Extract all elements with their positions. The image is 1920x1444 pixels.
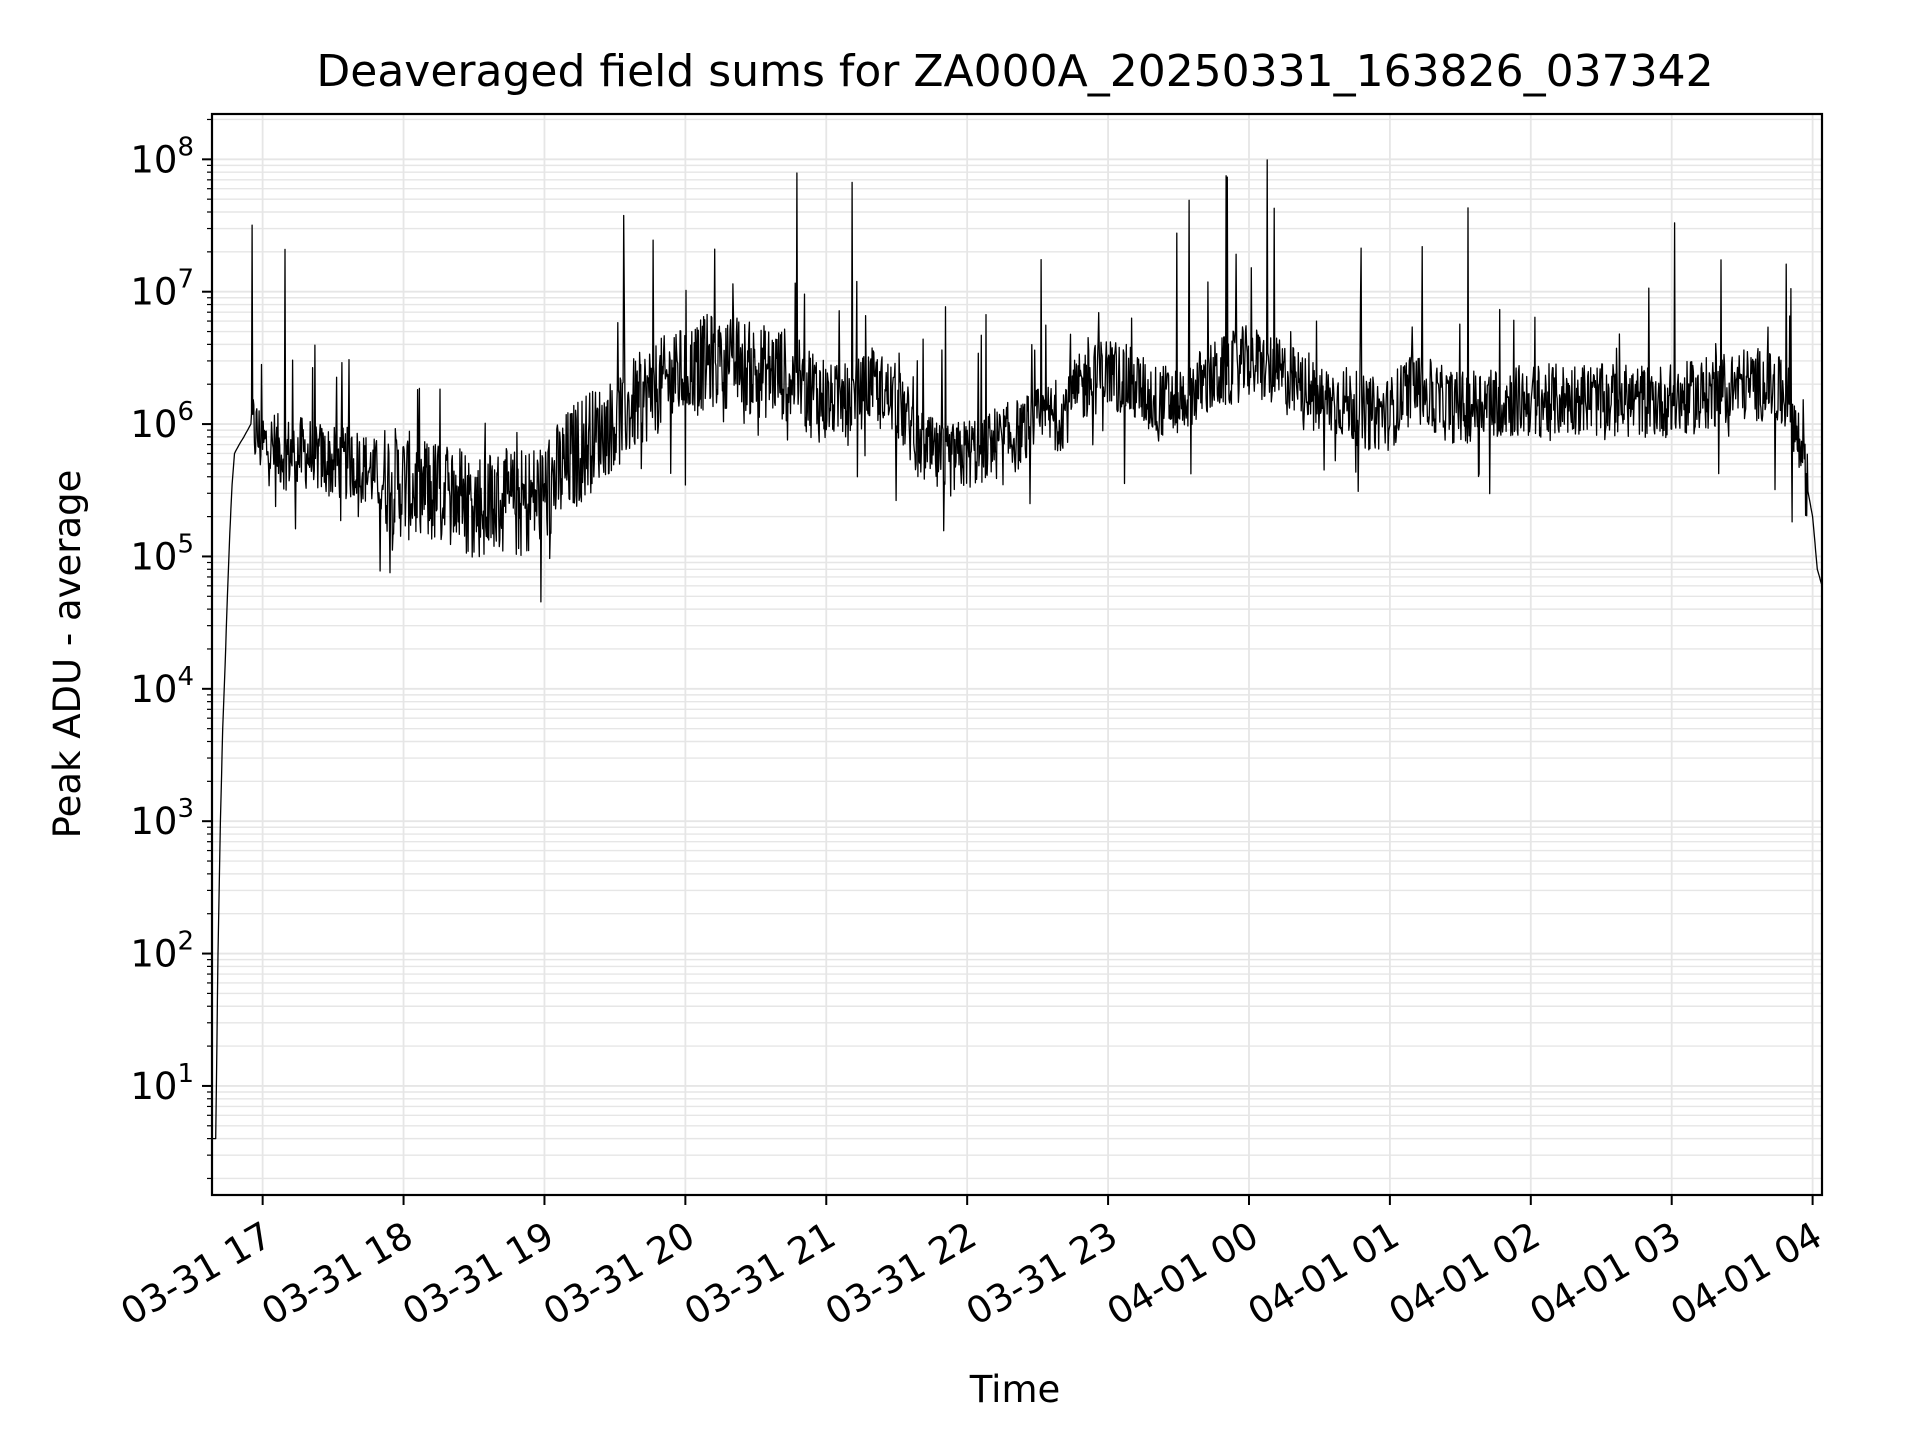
y-tick-label: 102 (130, 927, 194, 976)
x-axis-label: Time (969, 1368, 1061, 1411)
chart-title: Deaveraged field sums for ZA000A_2025033… (316, 46, 1713, 97)
y-tick-label: 101 (130, 1059, 194, 1108)
y-tick-label: 103 (130, 794, 194, 843)
plot-frame (210, 112, 1824, 1197)
grid-minor (212, 118, 1822, 1180)
y-tick-label: 105 (130, 529, 194, 578)
y-axis-ticks: 101 102 103 104 105 106 107 108 (130, 118, 212, 1180)
y-axis-label: Peak ADU - average (46, 470, 89, 839)
y-tick-label: 108 (130, 132, 194, 181)
y-tick-label: 104 (130, 662, 194, 711)
y-tick-label: 106 (130, 397, 194, 446)
series-line (210, 159, 1823, 1140)
y-tick-label: 107 (130, 265, 194, 314)
grid-major (212, 114, 1822, 1195)
